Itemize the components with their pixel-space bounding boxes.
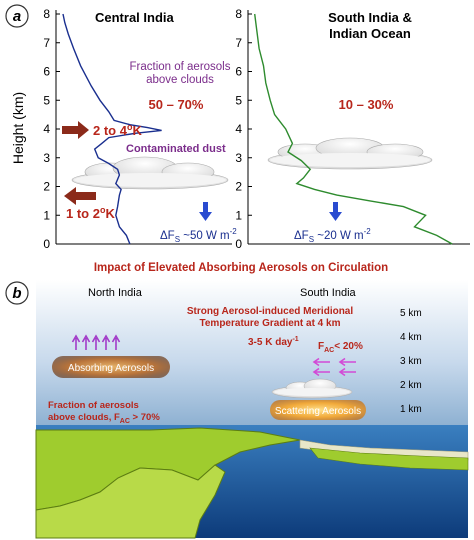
right-flux-label: ΔFS ~20 W m-2 [294,227,371,244]
north-fraction-line2: above clouds, FAC > 70% [48,412,160,425]
right-y-tick-label: 6 [235,65,242,79]
upward-arrow [101,334,111,350]
south-india-label: South India [300,287,357,299]
left-y-tick-label: 1 [43,208,50,222]
fac-south: FAC< 20% [318,341,363,354]
left-y-tick-label: 2 [43,180,50,194]
scattering-aerosols-label: Scattering Aerosols [275,406,361,417]
panel-b: North India South India Strong Aerosol-i… [35,280,469,539]
upward-arrows [71,334,121,350]
sky-background [36,280,468,430]
altitude-label: 4 km [400,332,422,343]
right-profile-line [254,13,453,245]
left-y-tick-label: 5 [43,93,50,107]
right-y-tick-label: 5 [235,93,242,107]
panel-b-badge-label: b [12,285,21,302]
upward-arrow [91,334,101,350]
warming-arrow [62,121,89,139]
right-y-tick-label: 8 [235,7,242,21]
right-y-tick-label: 4 [235,122,242,136]
left-flux-arrow [199,202,212,221]
leftward-arrow [338,357,356,367]
coastal-land [309,447,469,471]
altitude-label: 3 km [400,356,422,367]
right-y-tick-label: 1 [235,208,242,222]
absorbing-aerosol-layer [52,356,170,378]
right-y-tick-label: 3 [235,151,242,165]
gradient-line1: Strong Aerosol-induced Meridional [187,306,354,317]
contaminated-dust-label: Contaminated dust [126,143,226,155]
right-title-line1: South India & [328,10,412,25]
right-y-tick-label: 7 [235,36,242,50]
land-south [35,464,226,539]
left-profile-line [62,13,162,245]
right-y-ticks: 0 1 2 3 4 5 6 7 8 [235,7,252,251]
panel-b-badge [5,281,29,305]
altitude-label: 1 km [400,404,422,415]
north-india-label: North India [88,287,143,299]
upward-arrow [71,334,81,350]
altitude-labels: 5 km 4 km 3 km 2 km 1 km [400,308,422,415]
warming-label: 2 to 4oK [93,122,142,138]
cooling-arrow [64,187,96,205]
altitude-label: 2 km [400,380,422,391]
left-fraction-value: 50 – 70% [149,97,204,112]
left-y-tick-label: 6 [43,65,50,79]
upward-arrow [111,334,121,350]
left-flux-label: ΔFS ~50 W m-2 [160,227,237,244]
left-y-tick-label: 3 [43,151,50,165]
left-fraction-line1: Fraction of aerosols [130,61,231,73]
left-y-ticks: 0 1 2 3 4 5 6 7 8 [43,7,60,251]
gradient-line2: Temperature Gradient at 4 km [200,318,341,329]
left-y-tick-label: 0 [43,237,50,251]
south-cloud [271,378,353,399]
right-y-tick-label: 2 [235,180,242,194]
north-fraction-line1: Fraction of aerosols [48,400,139,411]
panel-b-heading: Impact of Elevated Absorbing Aerosols on… [94,262,388,274]
upward-arrow [81,334,91,350]
panel-a: a Height (km) 0 1 2 3 4 5 6 7 8 0 1 2 3 4 5 6 7 8 [5,4,470,251]
leftward-arrow [338,367,356,377]
right-fraction-value: 10 – 30% [339,97,394,112]
left-cloud [71,156,229,190]
left-y-tick-label: 8 [43,7,50,21]
right-cloud [267,137,433,170]
panel-a-badge-label: a [13,8,21,25]
leftward-arrow [312,357,330,367]
right-flux-arrow [329,202,342,221]
scattering-aerosol-layer [270,400,366,420]
altitude-label: 5 km [400,308,422,319]
left-fraction-line2: above clouds [146,74,214,86]
left-y-tick-label: 4 [43,122,50,136]
panel-a-badge [5,4,29,28]
right-title-line2: Indian Ocean [329,26,411,41]
left-title: Central India [95,10,175,25]
y-axis-label: Height (km) [10,92,26,164]
cooling-label: 1 to 2oK [66,205,115,221]
heating-rate: 3-5 K day-1 [248,336,299,348]
right-y-tick-label: 0 [235,237,242,251]
leftward-arrows [312,357,356,377]
left-y-tick-label: 7 [43,36,50,50]
leftward-arrow [312,367,330,377]
absorbing-aerosols-label: Absorbing Aerosols [68,363,154,374]
